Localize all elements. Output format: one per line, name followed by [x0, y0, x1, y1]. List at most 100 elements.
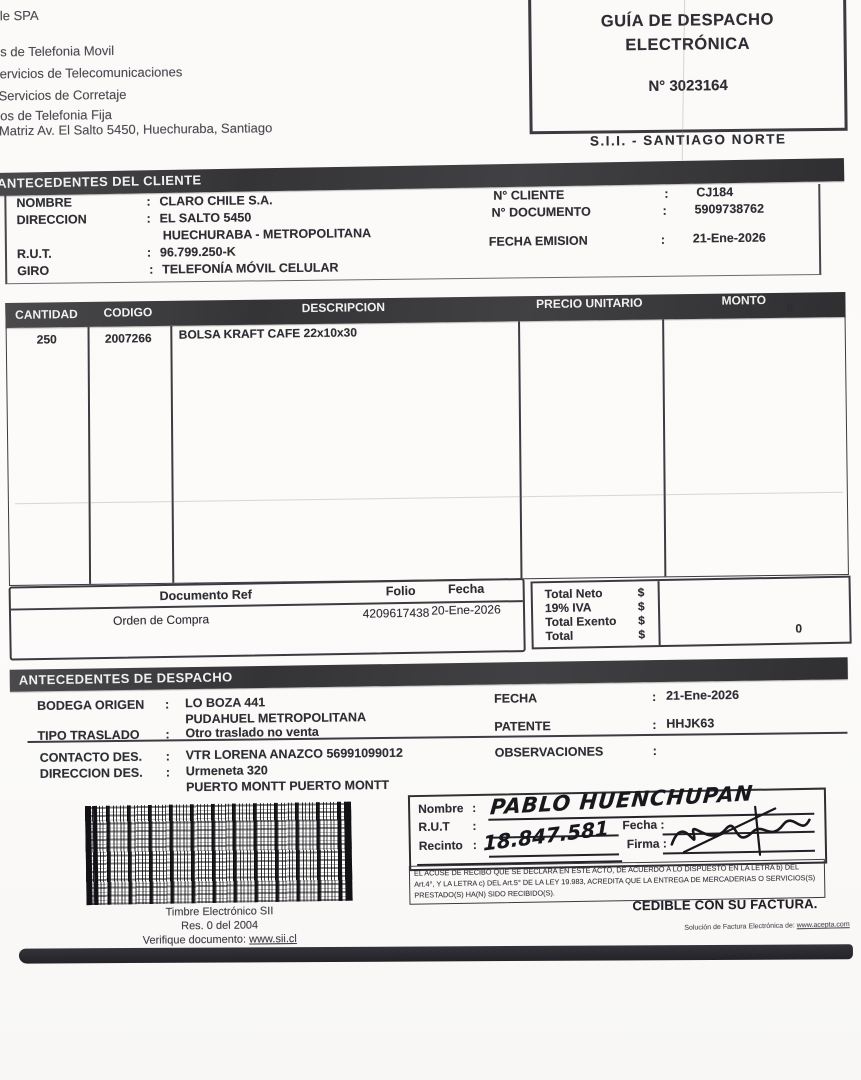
bodega-origen-value: LO BOZA 441 — [185, 695, 266, 711]
col-header-monto: MONTO — [721, 293, 767, 308]
client-direccion-value: EL SALTO 5450 — [159, 210, 252, 226]
column-divider — [518, 321, 522, 579]
n-documento-label: N° DOCUMENTO — [491, 204, 591, 220]
provider-credit: Solución de Factura Electrónica de: www.… — [550, 921, 850, 935]
footer-bar — [18, 944, 853, 964]
direccion-des-label: DIRECCION DES. — [39, 765, 143, 781]
doc-title-line1: GUÍA DE DESPACHO — [600, 10, 774, 31]
client-rut-label: R.U.T. — [16, 246, 52, 262]
issuer-giro-1: icios de Telefonia Movil — [0, 43, 115, 60]
reference-box: Documento Ref Folio Fecha Orden de Compr… — [8, 578, 526, 661]
column-divider — [662, 319, 666, 577]
totals-divider — [657, 581, 661, 646]
colon: : — [664, 186, 669, 201]
fecha-emision-label: FECHA EMISION — [488, 233, 588, 249]
n-documento-value: 5909738762 — [694, 201, 765, 217]
issuer-giro-2: s Servicios de Telecomunicaciones — [0, 64, 183, 82]
col-header-codigo: CODIGO — [103, 305, 153, 320]
currency-symbol: $ — [637, 599, 645, 614]
colon: : — [165, 765, 171, 780]
provider-text: Solución de Factura Electrónica de: — [684, 922, 797, 932]
client-direccion-label: DIRECCION — [16, 212, 87, 228]
cedible-note: CEDIBLE CON SU FACTURA. — [632, 896, 818, 914]
issuer-giro-3: os Servicios de Corretaje — [0, 86, 127, 104]
colon: : — [651, 689, 657, 704]
total-label: Total — [545, 628, 574, 644]
timbre-line2: Res. 0 del 2004 — [181, 919, 259, 933]
currency-symbol: $ — [637, 585, 645, 600]
items-table: CANTIDAD CODIGO DESCRIPCION PRECIO UNITA… — [5, 292, 849, 586]
dispatch-section-title: ANTECEDENTES DE DESPACHO — [18, 669, 233, 688]
doc-number: N° 3023164 — [648, 77, 728, 95]
colon: : — [660, 232, 666, 247]
item-descripcion: BOLSA KRAFT CAFE 22x10x30 — [178, 325, 358, 342]
receipt-nombre-label: Nombre — [418, 801, 464, 817]
client-nombre-label: NOMBRE — [16, 195, 73, 211]
patente-label: PATENTE — [494, 719, 551, 734]
totals-box: Total Neto $ 19% IVA $ Total Exento $ To… — [530, 575, 852, 650]
ref-row-fecha: 20-Ene-2026 — [431, 602, 501, 618]
client-giro-value: TELEFONÍA MÓVIL CELULAR — [162, 260, 339, 277]
colon: : — [146, 211, 151, 226]
column-divider — [87, 326, 91, 584]
colon: : — [472, 800, 477, 816]
col-header-precio: PRECIO UNITARIO — [536, 295, 643, 312]
contacto-des-label: CONTACTO DES. — [39, 749, 143, 765]
client-direccion-value2: HUECHURABA - METROPOLITANA — [162, 226, 372, 243]
dispatch-fecha-value: 21-Ene-2026 — [665, 687, 740, 703]
barcode-guard-bar — [84, 805, 93, 906]
total-neto-label: Total Neto — [544, 586, 603, 602]
bodega-origen-label: BODEGA ORIGEN — [37, 697, 145, 713]
col-header-cantidad: CANTIDAD — [15, 307, 78, 322]
dte-box: R.U.T.: 96.799.250-K GUÍA DE DESPACHO EL… — [527, 0, 848, 135]
colon: : — [652, 717, 657, 732]
n-cliente-value: CJ184 — [696, 185, 734, 200]
colon: : — [165, 697, 170, 712]
client-rut-value: 96.799.250-K — [159, 244, 236, 260]
barcode-guard-bar — [343, 801, 353, 901]
total-exento-label: Total Exento — [545, 613, 617, 630]
patente-value: HHJK63 — [666, 716, 715, 731]
item-monto-value: 0 — [786, 300, 794, 315]
colon: : — [472, 818, 477, 834]
contacto-des-value: VTR LORENA ANAZCO 56991099012 — [185, 745, 403, 763]
ref-row-documento: Orden de Compra — [112, 612, 210, 628]
iva-label: 19% IVA — [544, 600, 592, 616]
n-cliente-label: N° CLIENTE — [493, 187, 565, 203]
issuer-rut: R.U.T.: 96.799.250-K — [531, 0, 843, 3]
colon: : — [165, 749, 170, 764]
issuer-address: sa Matriz Av. El Salto 5450, Huechuraba,… — [0, 120, 273, 139]
colon: : — [149, 262, 154, 277]
colon: : — [146, 245, 152, 260]
dispatch-fecha-label: FECHA — [493, 691, 538, 706]
colon: : — [472, 837, 477, 853]
barcode-guard-bar — [337, 801, 343, 901]
pdf417-barcode — [84, 801, 353, 906]
sii-url: www.sii.cl — [249, 933, 297, 946]
ref-header-documento: Documento Ref — [159, 587, 253, 604]
column-divider — [170, 325, 174, 583]
timbre-line1: Timbre Electrónico SII — [165, 905, 274, 919]
colon: : — [146, 194, 151, 209]
ref-header-fecha: Fecha — [447, 581, 485, 597]
handwritten-rut: 18.847.581 — [482, 815, 609, 856]
client-giro-label: GIRO — [17, 263, 50, 279]
doc-title-line2: ELECTRÓNICA — [625, 34, 751, 55]
issuer-giro-4: vicios de Telefonia Fija — [0, 107, 113, 124]
provider-url: www.acepta.com — [796, 921, 850, 930]
sii-office: S.I.I. - SANTIAGO NORTE — [589, 131, 787, 149]
observaciones-label: OBSERVACIONES — [494, 744, 604, 760]
item-codigo: 2007266 — [104, 331, 152, 346]
handwritten-signature — [670, 805, 811, 856]
colon: : — [662, 203, 667, 218]
currency-symbol: $ — [638, 627, 646, 642]
receipt-rut-label: R.U.T — [418, 819, 450, 835]
currency-symbol: $ — [638, 613, 646, 628]
receipt-recinto-label: Recinto — [418, 838, 463, 853]
colon: : — [652, 743, 657, 758]
direccion-des-value2: PUERTO MONTT PUERTO MONTT — [185, 777, 390, 795]
verify-text: Verifique documento: — [142, 933, 250, 947]
receipt-firma-label: Firma : — [626, 836, 667, 852]
